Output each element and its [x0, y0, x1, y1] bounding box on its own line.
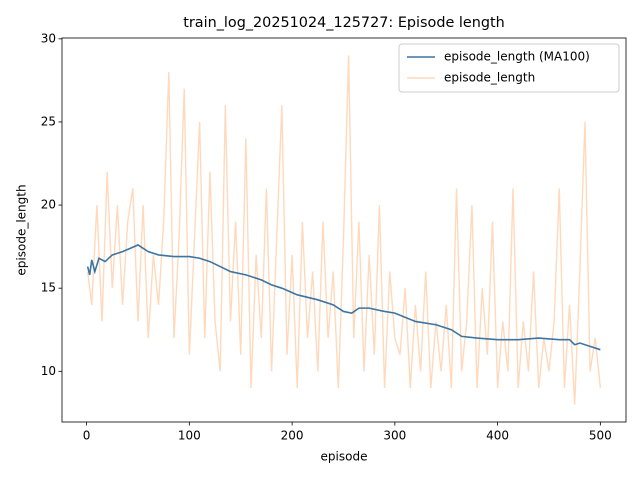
legend-label: episode_length — [444, 71, 535, 85]
y-tick-label: 30 — [41, 31, 56, 45]
x-tick-label: 100 — [178, 429, 201, 443]
y-tick-label: 25 — [41, 114, 56, 128]
series-line — [86, 244, 601, 351]
y-axis-label: episode_length — [15, 184, 29, 275]
y-tick-label: 10 — [41, 364, 56, 378]
y-tick-label: 20 — [41, 198, 56, 212]
x-tick-label: 200 — [281, 429, 304, 443]
x-axis-label: episode — [321, 450, 368, 464]
y-tick-label: 15 — [41, 281, 56, 295]
axes-frame — [61, 37, 627, 423]
chart-title: train_log_20251024_125727: Episode lengt… — [183, 15, 505, 31]
x-tick-label: 300 — [383, 429, 406, 443]
plot-area — [86, 55, 602, 405]
legend: episode_length (MA100) episode_length — [398, 43, 620, 93]
legend-label: episode_length (MA100) — [444, 50, 590, 64]
x-tick-label: 400 — [486, 429, 509, 443]
x-tick-label: 0 — [83, 429, 91, 443]
series-line — [86, 55, 602, 405]
x-tick-label: 500 — [589, 429, 612, 443]
legend-box — [398, 43, 620, 93]
